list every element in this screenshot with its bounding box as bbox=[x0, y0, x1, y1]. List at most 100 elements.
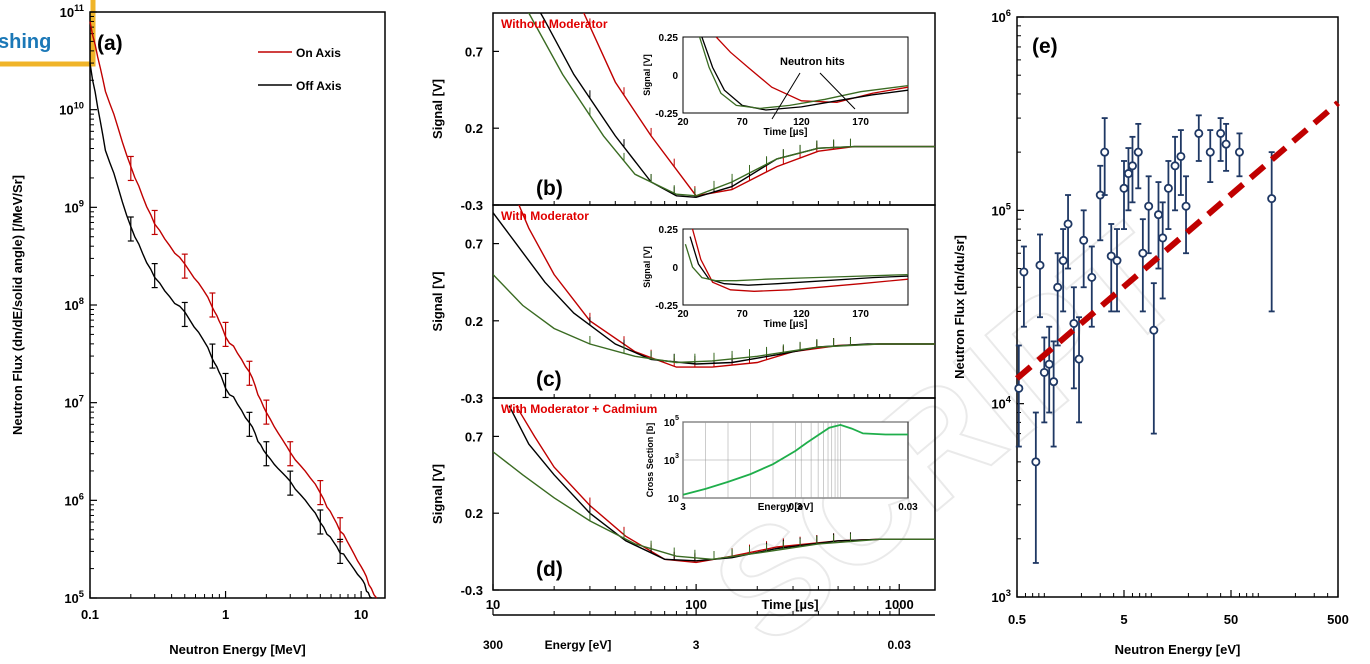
y-tick-label: 107 bbox=[64, 394, 84, 411]
panel-label: (c) bbox=[536, 368, 562, 391]
data-point bbox=[1119, 183, 1129, 193]
y-tick-label: 0.7 bbox=[465, 429, 483, 444]
inset-series-green bbox=[698, 37, 908, 110]
x-tick-label: 5 bbox=[1120, 612, 1127, 627]
data-point bbox=[1100, 147, 1110, 157]
data-point bbox=[1049, 377, 1059, 387]
series-line-on-axis bbox=[89, 21, 378, 599]
inset-series-black bbox=[701, 37, 908, 111]
inset-y-tick-label: 10 bbox=[668, 494, 680, 505]
publisher-logo: shing bbox=[0, 0, 96, 67]
inset-y-axis-label: Signal [V] bbox=[642, 54, 652, 96]
panel-label: (d) bbox=[536, 558, 563, 581]
panel-d-chart: -0.3 0.2 0.7 With Moderator + Cadmium (d) Sig… bbox=[430, 397, 936, 652]
y-axis-label: Signal [V] bbox=[430, 464, 445, 524]
inset-series-cross-section bbox=[682, 423, 908, 496]
inset-x-tick-label: 120 bbox=[793, 117, 810, 128]
inset-frame bbox=[682, 36, 909, 114]
inset-x-tick-label: 70 bbox=[737, 309, 749, 320]
data-point bbox=[1039, 367, 1049, 377]
data-point bbox=[1194, 128, 1204, 138]
series-group bbox=[493, 205, 935, 368]
x-tick-label: 1 bbox=[222, 607, 229, 622]
y-tick-label: 0.7 bbox=[465, 237, 483, 252]
y-tick-label: 1011 bbox=[60, 3, 84, 20]
inset-x-tick-label: 20 bbox=[677, 117, 689, 128]
inset-x-axis-label: Time [µs] bbox=[764, 319, 808, 330]
panel-label: (e) bbox=[1032, 35, 1058, 58]
data-point bbox=[1181, 201, 1191, 211]
data-point bbox=[1138, 248, 1148, 258]
panel-e-chart: 103 104 105 106 0.5 5 50 500 (e) Neutron Energy [… bbox=[952, 8, 1349, 657]
y-tick-label: 0.2 bbox=[465, 506, 483, 521]
panel-a-chart: 105 106 107 108 109 1010 1011 0.1 1 10 On Axis Off … bbox=[10, 3, 386, 657]
y-axis-label: Signal [V] bbox=[430, 272, 445, 332]
data-point bbox=[1176, 151, 1186, 161]
data-point bbox=[1112, 256, 1122, 266]
data-point bbox=[1133, 147, 1143, 157]
y-tick-label: 109 bbox=[64, 198, 84, 215]
energy-tick-label: 3 bbox=[693, 638, 700, 652]
logo-text: shing bbox=[0, 31, 51, 53]
data-point bbox=[1087, 272, 1097, 282]
inset-series-black bbox=[689, 236, 908, 286]
x-tick-label: 10 bbox=[486, 597, 500, 612]
series-line-green bbox=[527, 13, 935, 197]
inset-series-red bbox=[715, 37, 908, 104]
energy-axis-label: Energy [eV] bbox=[545, 638, 612, 652]
x-tick-label: 50 bbox=[1224, 612, 1238, 627]
data-point bbox=[1170, 161, 1180, 171]
y-tick-label: -0.3 bbox=[461, 198, 483, 213]
data-point bbox=[1144, 201, 1154, 211]
inset-y-tick-label: 0.25 bbox=[659, 33, 679, 44]
data-point bbox=[1123, 169, 1133, 179]
inset-x-tick-label: 0.3 bbox=[789, 502, 803, 513]
panel-title: Without Moderator bbox=[501, 17, 608, 31]
series-line-off-axis bbox=[89, 62, 373, 599]
data-point bbox=[1058, 256, 1068, 266]
inset-x-axis-label: Energy [eV] bbox=[758, 502, 814, 513]
data-point bbox=[1074, 354, 1084, 364]
panel-b-chart: -0.3 0.2 0.7 Without Moderator (b) Signal [V]… bbox=[430, 12, 936, 213]
annotation-arrow bbox=[819, 72, 856, 110]
series-line-green bbox=[493, 274, 935, 364]
data-point bbox=[1031, 457, 1041, 467]
legend-label: Off Axis bbox=[296, 79, 342, 93]
y-tick-label: 108 bbox=[64, 296, 84, 313]
y-tick-label: 0.2 bbox=[465, 314, 483, 329]
inset-series-group bbox=[684, 229, 908, 292]
inset-series-red bbox=[691, 229, 908, 292]
inset-x-tick-label: 20 bbox=[677, 309, 689, 320]
inset-y-tick-label: 0 bbox=[672, 263, 678, 274]
data-point bbox=[1163, 183, 1173, 193]
series-group bbox=[493, 405, 935, 564]
y-tick-label: 106 bbox=[64, 491, 84, 508]
plot-frame bbox=[1016, 16, 1339, 598]
inset-series-group bbox=[698, 37, 908, 111]
data-point bbox=[1267, 194, 1277, 204]
inset-y-axis-label: Signal [V] bbox=[642, 246, 652, 288]
y-tick-label: 105 bbox=[991, 201, 1011, 218]
inset-y-tick-label: -0.25 bbox=[655, 109, 678, 120]
y-axis-label: Neutron Flux [dn/du/sr] bbox=[952, 235, 967, 379]
series-group bbox=[527, 13, 935, 199]
panel-title: With Moderator + Cadmium bbox=[501, 402, 657, 416]
x-axis-label: Neutron Energy [eV] bbox=[1115, 642, 1241, 657]
x-tick-label: 1000 bbox=[885, 597, 914, 612]
fit-line bbox=[1015, 100, 1340, 381]
x-tick-label: 0.5 bbox=[1008, 612, 1026, 627]
panel-label: (b) bbox=[536, 177, 563, 200]
series-line-green bbox=[493, 451, 935, 561]
y-tick-label: 0.7 bbox=[465, 44, 483, 59]
data-point bbox=[1053, 282, 1063, 292]
data-point bbox=[1205, 147, 1215, 157]
panel-c-chart: -0.3 0.2 0.7 With Moderator (c) Signal [V] -0.… bbox=[430, 204, 936, 406]
inset-annotation: Neutron hits bbox=[780, 56, 845, 68]
y-tick-label: 105 bbox=[64, 589, 84, 606]
inset-y-axis-label: Cross Section [b] bbox=[645, 423, 655, 498]
data-point bbox=[1044, 359, 1054, 369]
inset-x-tick-label: 170 bbox=[852, 117, 869, 128]
data-point bbox=[1234, 147, 1244, 157]
data-point bbox=[1216, 128, 1226, 138]
